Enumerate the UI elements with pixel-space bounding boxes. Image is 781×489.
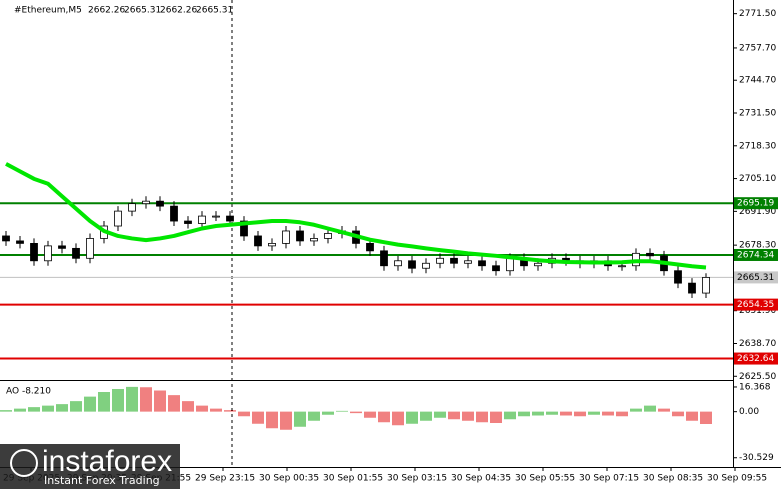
candle-body <box>184 220 192 224</box>
candle-body <box>282 230 290 244</box>
header-value: 2662.26 <box>160 6 197 16</box>
x-tick-label: 30 Sep 01:55 <box>323 474 383 484</box>
y-tick-label: 2757.70 <box>739 43 776 53</box>
ao-title: AO -8.210 <box>6 387 51 397</box>
candle-body <box>478 260 486 267</box>
candle-body <box>646 252 654 257</box>
level-box <box>734 248 778 261</box>
candle-body <box>268 242 276 247</box>
candle-body <box>2 235 10 242</box>
y-tick-label: 2691.90 <box>739 207 776 217</box>
y-tick-label: 2638.70 <box>739 339 776 349</box>
y-tick-label: -30.529 <box>739 453 774 463</box>
moving-average <box>5 162 707 270</box>
watermark-brand: instaforex <box>42 445 172 478</box>
header-value: 2665.31 <box>124 6 161 16</box>
x-tick-label: 30 Sep 00:35 <box>259 474 319 484</box>
candle-body <box>310 238 318 242</box>
candle-body <box>72 247 80 259</box>
candle-body <box>366 242 374 252</box>
x-tick-label: 30 Sep 07:15 <box>579 474 639 484</box>
watermark-logo <box>10 449 38 477</box>
header-value: 2665.31 <box>196 6 233 16</box>
y-tick-label: 2705.10 <box>739 174 776 184</box>
watermark-tagline: Instant Forex Trading <box>44 474 160 487</box>
candle-body <box>240 220 248 237</box>
level-box <box>734 352 778 365</box>
y-tick-label: 2771.50 <box>739 9 776 19</box>
level-label: 2674.34 <box>737 250 774 260</box>
candle-body <box>436 257 444 264</box>
candle-body <box>450 257 458 264</box>
level-box <box>734 298 778 311</box>
candle-body <box>114 210 122 227</box>
symbol-title: #Ethereum,M5 <box>14 6 82 16</box>
level-label: 2632.64 <box>737 354 774 364</box>
x-tick-label: 30 Sep 09:55 <box>707 474 767 484</box>
y-tick-label: 0.00 <box>739 407 759 417</box>
candle-body <box>464 260 472 264</box>
y-tick-label: 2651.90 <box>739 306 776 316</box>
y-tick-label: 2718.30 <box>739 141 776 151</box>
watermark: instaforex Instant Forex Trading <box>0 444 180 489</box>
x-tick-label: 30 Sep 04:35 <box>451 474 511 484</box>
candle-body <box>128 203 136 212</box>
y-tick-label: 2744.70 <box>739 76 776 86</box>
candle-body <box>408 260 416 269</box>
y-tick-label: 2678.30 <box>739 241 776 251</box>
candle-body <box>688 282 696 294</box>
candle-body <box>254 235 262 247</box>
candle-body <box>198 215 206 224</box>
candle-body <box>212 215 220 218</box>
candle-body <box>226 215 234 222</box>
candle-body <box>702 276 710 294</box>
x-tick-label: 30 Sep 05:55 <box>515 474 575 484</box>
candle-body <box>534 262 542 267</box>
level-box <box>734 197 778 210</box>
x-tick-label: 29 Sep 23:15 <box>195 474 255 484</box>
candle-body <box>142 200 150 205</box>
candle-body <box>492 265 500 272</box>
candle-body <box>156 200 164 207</box>
candle-body <box>324 233 332 239</box>
candle-body <box>170 205 178 222</box>
candle-body <box>674 270 682 284</box>
y-tick-label: 16.368 <box>739 382 771 392</box>
level-label: 2654.35 <box>737 300 774 310</box>
level-label: 2695.19 <box>737 199 774 209</box>
candle-body <box>16 240 24 244</box>
candle-body <box>86 238 94 259</box>
candle-body <box>506 257 514 272</box>
candle-body <box>422 262 430 269</box>
candle-body <box>380 250 388 267</box>
y-tick-label: 2731.50 <box>739 109 776 119</box>
candle-body <box>44 245 52 262</box>
y-tick-label: 2625.50 <box>739 372 776 382</box>
candle-body <box>296 230 304 242</box>
candle-body <box>618 265 626 268</box>
candle-body <box>394 260 402 267</box>
x-tick-label: 30 Sep 08:35 <box>643 474 703 484</box>
last-price-box <box>734 271 778 284</box>
candle-body <box>30 242 38 262</box>
candle-body <box>58 245 66 249</box>
x-tick-label: 30 Sep 03:15 <box>387 474 447 484</box>
last-price-label: 2665.31 <box>737 273 774 283</box>
header-value: 2662.26 <box>88 6 125 16</box>
